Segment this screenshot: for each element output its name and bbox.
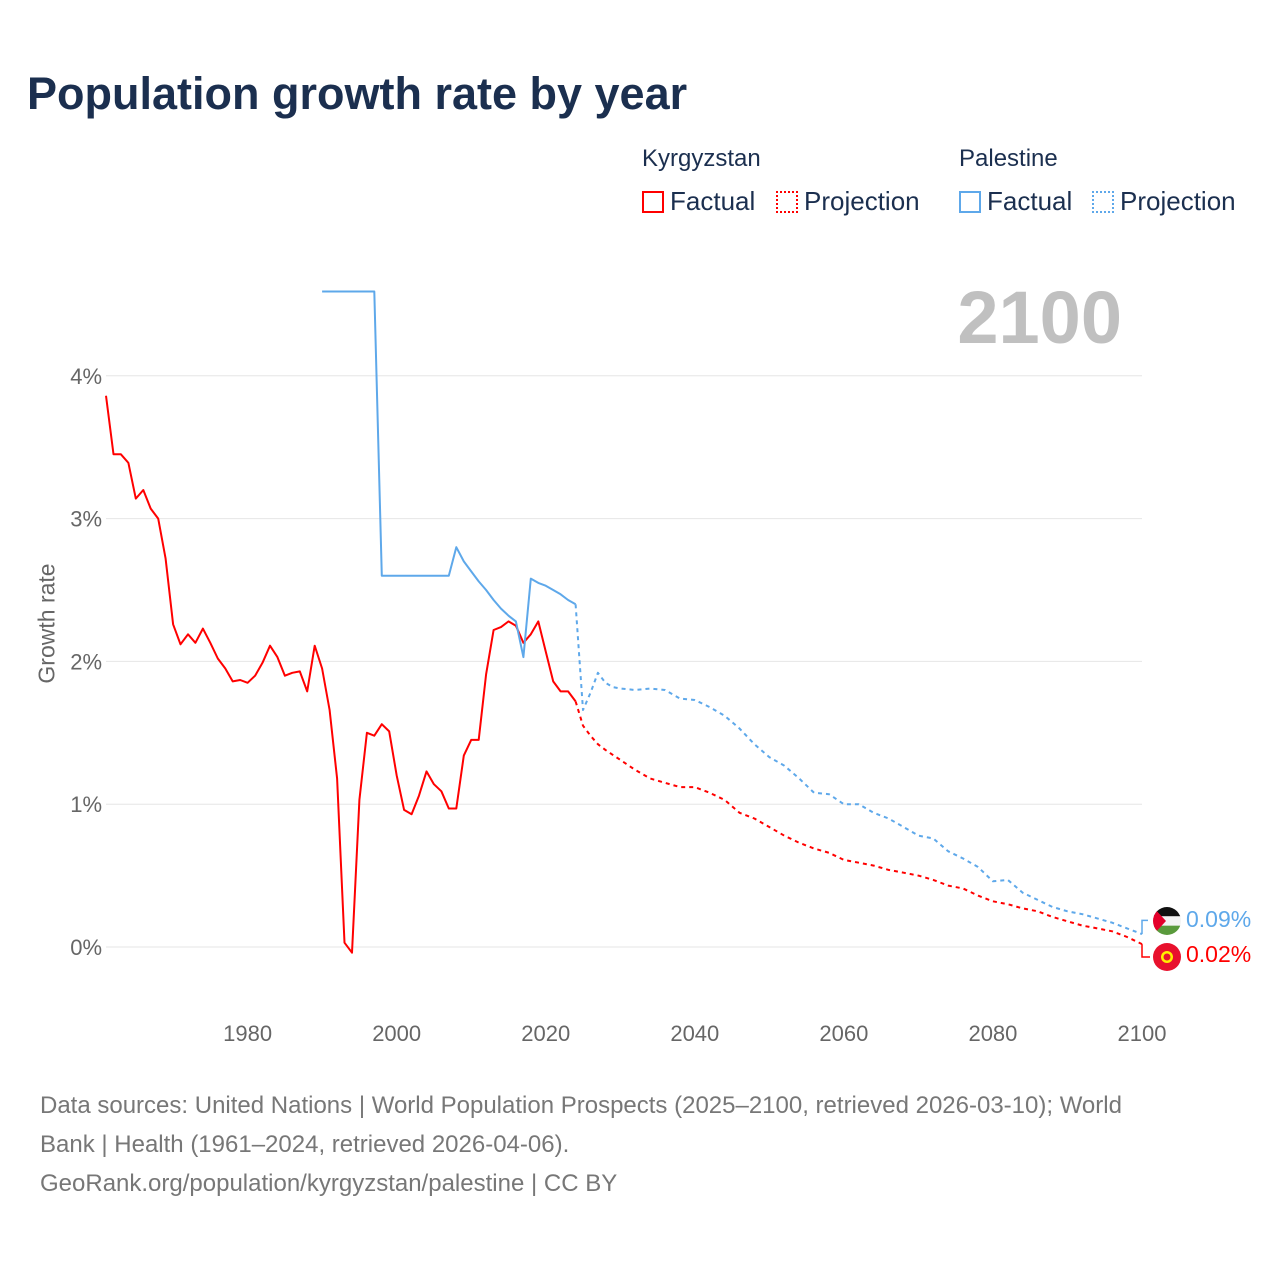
x-tick-label: 1980 xyxy=(223,1021,272,1046)
kyrgyzstan-end-connector xyxy=(1141,944,1150,958)
legend-swatch-solid xyxy=(642,190,664,213)
x-tick-label: 2020 xyxy=(521,1021,570,1046)
kyrgyzstan-end-value: 0.02% xyxy=(1186,941,1252,967)
legend-swatch-dotted xyxy=(1092,190,1114,213)
series-line-palestine-factual xyxy=(322,290,577,659)
y-tick-label: 1% xyxy=(70,792,102,817)
legend-label: Projection xyxy=(1120,186,1236,216)
palestine-end-value: 0.09% xyxy=(1186,906,1252,932)
legend-label: Factual xyxy=(670,186,756,216)
legend-group-palestine: Palestine xyxy=(959,145,1058,172)
legend-swatch-dotted xyxy=(776,190,798,213)
x-tick-label: 2080 xyxy=(968,1021,1017,1046)
legend-kyrgyzstan-factual[interactable]: Factual xyxy=(642,186,755,217)
series-line-kyrgyzstan-factual xyxy=(105,395,577,954)
legend-kyrgyzstan-projection[interactable]: Projection xyxy=(776,186,920,217)
y-tick-label: 0% xyxy=(70,935,102,960)
chart-title: Population growth rate by year xyxy=(27,68,688,119)
y-tick-label: 4% xyxy=(70,364,102,389)
legend-palestine-projection[interactable]: Projection xyxy=(1092,186,1236,217)
footer-sources-line2: Bank | Health (1961–2024, retrieved 2026… xyxy=(40,1131,570,1158)
y-tick-label: 3% xyxy=(70,507,102,532)
legend-palestine-factual[interactable]: Factual xyxy=(959,186,1072,217)
palestine-end-connector xyxy=(1141,919,1148,935)
legend-swatch-solid xyxy=(959,190,981,213)
x-tick-label: 2000 xyxy=(372,1021,421,1046)
current-year-display: 2100 xyxy=(957,276,1122,359)
footer-attribution-link[interactable]: GeoRank.org/population/kyrgyzstan/palest… xyxy=(40,1170,618,1197)
legend-label: Projection xyxy=(804,186,920,216)
footer-sources-line1: Data sources: United Nations | World Pop… xyxy=(40,1092,1122,1119)
series-line-palestine-projection xyxy=(574,604,1143,936)
legend-label: Factual xyxy=(987,186,1073,216)
x-tick-label: 2060 xyxy=(819,1021,868,1046)
y-tick-label: 2% xyxy=(70,649,102,674)
x-tick-label: 2040 xyxy=(670,1021,719,1046)
series-line-kyrgyzstan-projection xyxy=(574,701,1143,946)
legend-group-kyrgyzstan: Kyrgyzstan xyxy=(642,145,761,172)
kyrgyzstan-flag-icon xyxy=(1153,943,1181,971)
x-tick-label: 2100 xyxy=(1118,1021,1167,1046)
palestine-flag-icon xyxy=(1153,907,1181,935)
